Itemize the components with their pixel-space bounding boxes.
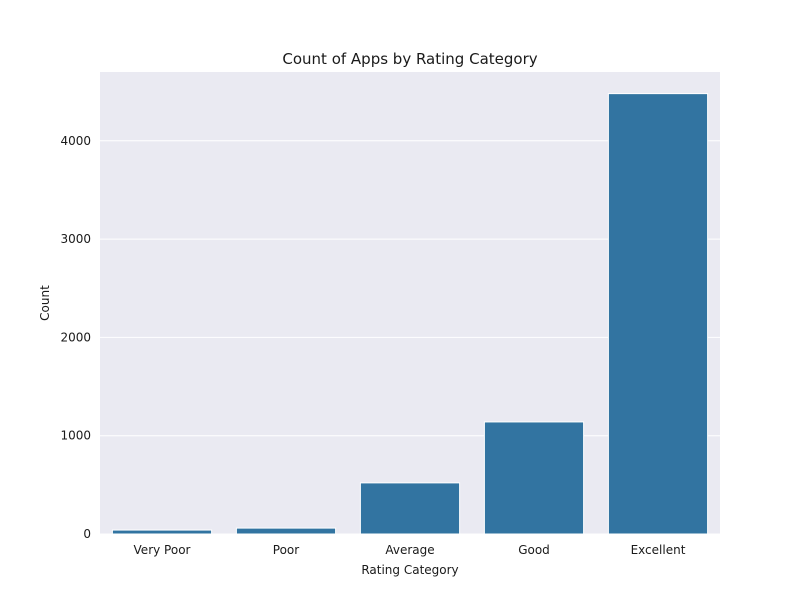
y-tick-label: 3000 [60, 232, 91, 246]
x-tick-labels: Very Poor Poor Average Good Excellent [134, 543, 686, 557]
bars [111, 93, 709, 535]
y-tick-label: 2000 [60, 330, 91, 344]
y-tick-label: 0 [83, 527, 91, 541]
y-axis-label: Count [38, 285, 52, 321]
bar-very-poor [111, 529, 213, 535]
y-tick-label: 4000 [60, 134, 91, 148]
bar-good [483, 421, 585, 535]
bar-poor [235, 527, 337, 535]
chart-title: Count of Apps by Rating Category [282, 50, 537, 68]
y-tick-label: 1000 [60, 429, 91, 443]
bar-average [359, 482, 461, 535]
bar-excellent [607, 93, 709, 535]
x-axis-label: Rating Category [361, 563, 458, 577]
x-tick-label: Very Poor [134, 543, 191, 557]
x-tick-label: Good [518, 543, 550, 557]
x-tick-label: Poor [273, 543, 299, 557]
x-tick-label: Excellent [631, 543, 686, 557]
x-tick-label: Average [385, 543, 434, 557]
y-tick-labels: 0 1000 2000 3000 4000 [60, 134, 91, 541]
